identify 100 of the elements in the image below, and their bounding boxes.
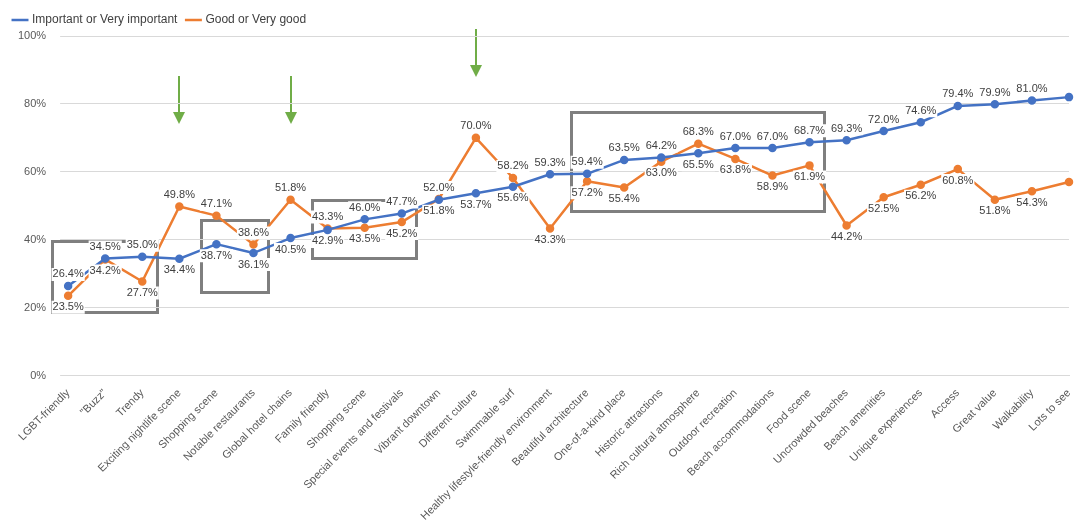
- data-label: 63.0%: [645, 166, 678, 179]
- data-label: 51.8%: [979, 204, 1011, 217]
- y-tick-label: 0%: [30, 368, 47, 381]
- point: [286, 195, 295, 204]
- point: [1064, 92, 1074, 102]
- data-label: 59.3%: [534, 155, 566, 168]
- data-label: 57.2%: [571, 185, 603, 198]
- y-tick-label: 40%: [24, 232, 47, 245]
- point: [175, 254, 184, 264]
- data-label: 69.3%: [830, 121, 863, 134]
- data-label: 65.5%: [682, 157, 715, 170]
- data-label: 64.2%: [645, 139, 678, 152]
- data-label: 43.3%: [534, 233, 566, 246]
- point: [545, 169, 555, 179]
- data-label: 34.5%: [89, 239, 122, 252]
- point: [212, 239, 221, 249]
- point: [212, 211, 221, 220]
- point: [360, 223, 369, 233]
- point: [471, 133, 481, 143]
- data-label: 68.7%: [793, 123, 826, 136]
- data-label: 47.1%: [200, 197, 233, 210]
- data-label: 46.0%: [349, 200, 381, 213]
- data-label: 51.8%: [423, 204, 455, 217]
- data-label: 63.5%: [608, 141, 640, 154]
- point: [805, 138, 814, 147]
- data-label: 27.7%: [126, 286, 159, 299]
- data-label: 47.7%: [386, 195, 418, 208]
- data-label: 35.0%: [126, 238, 159, 251]
- data-label: 38.6%: [237, 226, 270, 239]
- data-label: 61.9%: [793, 169, 826, 182]
- data-label: 34.4%: [163, 263, 196, 276]
- data-label: 38.7%: [200, 248, 233, 261]
- y-tick-label: 80%: [24, 96, 47, 109]
- point: [1027, 186, 1037, 196]
- point: [175, 202, 184, 211]
- data-label: 63.8%: [719, 163, 752, 176]
- data-label: 58.9%: [756, 180, 789, 193]
- point: [990, 195, 1000, 204]
- data-label: 58.2%: [497, 159, 529, 172]
- data-label: 44.2%: [830, 230, 863, 243]
- point: [508, 173, 518, 183]
- data-label: 68.3%: [682, 125, 715, 138]
- data-label: 52.0%: [423, 180, 455, 193]
- data-label: 55.4%: [608, 191, 640, 204]
- data-label: 70.0%: [460, 119, 492, 132]
- point: [953, 101, 963, 111]
- point: [397, 217, 407, 227]
- point: [138, 277, 147, 286]
- y-tick-label: 60%: [24, 164, 47, 177]
- point: [879, 193, 888, 202]
- data-label: 53.7%: [460, 197, 492, 210]
- point: [879, 126, 888, 136]
- data-label: 60.8%: [942, 173, 974, 186]
- point: [953, 164, 963, 174]
- point: [360, 215, 369, 224]
- data-label: 55.6%: [497, 191, 529, 204]
- data-label: 43.3%: [312, 210, 344, 223]
- data-label: 81.0%: [1016, 82, 1048, 95]
- data-label: 45.2%: [386, 226, 418, 239]
- data-label: 79.4%: [942, 87, 974, 100]
- point: [805, 161, 814, 170]
- point: [397, 209, 407, 218]
- point: [582, 177, 592, 186]
- point: [1064, 177, 1074, 187]
- point: [249, 240, 258, 249]
- point: [916, 118, 925, 127]
- point: [768, 171, 777, 180]
- point: [731, 154, 740, 164]
- point: [249, 248, 258, 258]
- point: [545, 224, 555, 233]
- data-label: 54.3%: [1016, 195, 1048, 208]
- data-label: 42.9%: [312, 234, 344, 247]
- point: [731, 143, 740, 153]
- point: [768, 143, 777, 153]
- data-label: 34.2%: [89, 263, 122, 276]
- point: [842, 221, 851, 230]
- data-label: 36.1%: [237, 257, 270, 270]
- point: [286, 233, 295, 243]
- data-label: 59.4%: [571, 155, 603, 168]
- data-label: 43.5%: [349, 232, 381, 245]
- data-label: 23.5%: [52, 300, 84, 313]
- point: [694, 139, 703, 148]
- point: [619, 183, 629, 192]
- data-label: 51.8%: [274, 181, 307, 194]
- point: [582, 169, 592, 179]
- point: [63, 291, 73, 301]
- point: [1027, 96, 1037, 105]
- point: [694, 148, 703, 158]
- data-label: 67.0%: [719, 129, 752, 142]
- data-label: 49.8%: [163, 187, 196, 200]
- point: [508, 182, 518, 192]
- point: [656, 153, 666, 162]
- y-tick-label: 20%: [24, 300, 47, 313]
- data-label: 26.4%: [52, 267, 84, 280]
- data-label: 74.6%: [905, 103, 937, 116]
- legend-label: Good or Very good: [205, 12, 307, 27]
- data-label: 72.0%: [868, 112, 900, 125]
- point: [916, 180, 925, 189]
- data-label: 67.0%: [756, 129, 789, 142]
- point: [990, 100, 1000, 109]
